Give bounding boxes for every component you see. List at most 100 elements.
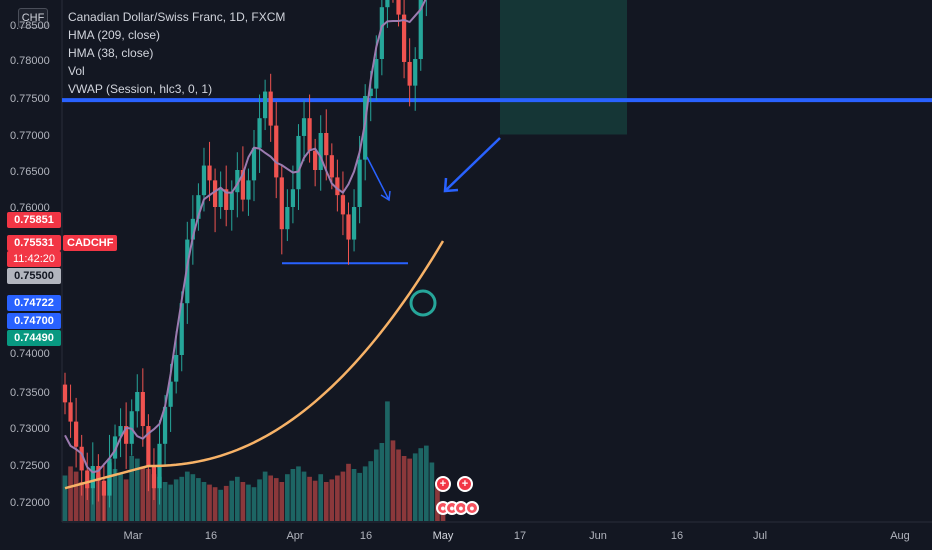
candle-body bbox=[401, 14, 407, 62]
volume-bar bbox=[268, 475, 274, 521]
symbol-price-label[interactable]: CADCHF bbox=[63, 235, 118, 251]
volume-bar bbox=[196, 478, 201, 521]
volume-bar bbox=[184, 471, 190, 521]
candle-body bbox=[146, 426, 151, 466]
take-profit-zone bbox=[500, 0, 627, 135]
annotation-arrowhead-thick bbox=[443, 177, 459, 193]
candle-body bbox=[307, 118, 312, 151]
candle-body bbox=[385, 0, 390, 8]
candle-body bbox=[135, 392, 140, 412]
volume-bar bbox=[357, 472, 362, 521]
volume-bar bbox=[412, 453, 418, 521]
volume-bar bbox=[246, 484, 251, 521]
indicator-volume[interactable]: Vol bbox=[68, 64, 85, 78]
candle-body bbox=[379, 7, 384, 59]
candle-body bbox=[68, 402, 73, 422]
candle-body bbox=[235, 170, 240, 193]
volume-bar bbox=[251, 487, 257, 521]
economic-event-icon[interactable]: ● bbox=[465, 501, 479, 515]
candle-body bbox=[357, 159, 362, 207]
bar-countdown: 11:42:20 bbox=[7, 251, 61, 267]
y-tick: 0.74000 bbox=[10, 348, 50, 360]
stop-price-tag[interactable]: 0.75851 bbox=[7, 212, 61, 228]
symbol-title[interactable]: Canadian Dollar/Swiss Franc, 1D, FXCM bbox=[68, 10, 286, 24]
support-price-tag[interactable]: 0.74722 bbox=[7, 295, 61, 311]
volume-bar bbox=[240, 482, 246, 521]
indicator-hma-38[interactable]: HMA (38, close) bbox=[68, 46, 154, 60]
volume-bar bbox=[112, 469, 118, 521]
candle-body bbox=[207, 165, 212, 181]
volume-bar bbox=[234, 476, 240, 521]
candle-body bbox=[79, 446, 84, 471]
x-tick: Mar bbox=[123, 530, 143, 542]
volume-bar bbox=[351, 469, 357, 521]
volume-bar bbox=[323, 482, 329, 521]
candle-body bbox=[174, 355, 179, 382]
line-price-tag[interactable]: 0.74700 bbox=[7, 313, 61, 329]
candle-body bbox=[335, 177, 340, 196]
candle-body bbox=[279, 177, 284, 230]
x-tick: Jul bbox=[752, 530, 768, 542]
candle-body bbox=[290, 189, 296, 207]
y-tick: 0.78500 bbox=[10, 20, 50, 32]
candle-body bbox=[229, 192, 234, 210]
volume-bar bbox=[418, 448, 424, 521]
annotation-arrow-thick bbox=[444, 137, 501, 192]
volume-bar bbox=[318, 474, 324, 521]
candle-body bbox=[240, 170, 245, 200]
volume-bar bbox=[218, 489, 223, 521]
volume-bar bbox=[407, 458, 412, 521]
candle-body bbox=[351, 207, 357, 240]
volume-bar bbox=[423, 445, 429, 521]
candle-body bbox=[318, 133, 323, 170]
volume-bar bbox=[346, 463, 351, 521]
volume-bar bbox=[373, 449, 379, 521]
candle-body bbox=[201, 165, 207, 196]
level-price-tag[interactable]: 0.75500 bbox=[7, 268, 61, 284]
x-tick: May bbox=[432, 530, 454, 542]
x-tick: 17 bbox=[513, 530, 527, 542]
volume-bar bbox=[168, 484, 173, 521]
economic-event-icon[interactable]: + bbox=[435, 476, 451, 492]
candle-body bbox=[168, 381, 173, 407]
candle-body bbox=[162, 406, 168, 444]
indicator-vwap[interactable]: VWAP (Session, hlc3, 0, 1) bbox=[68, 82, 213, 96]
candle-body bbox=[274, 125, 279, 178]
y-tick: 0.77500 bbox=[10, 93, 50, 105]
volume-bar bbox=[123, 479, 129, 521]
volume-bar bbox=[134, 458, 140, 521]
y-tick: 0.78000 bbox=[10, 55, 50, 67]
candle-body bbox=[179, 303, 184, 355]
volume-bar bbox=[335, 475, 340, 521]
volume-bar bbox=[435, 482, 440, 521]
x-tick: 16 bbox=[359, 530, 373, 542]
candle-body bbox=[346, 214, 351, 240]
volume-bar bbox=[285, 474, 290, 521]
volume-bar bbox=[207, 484, 212, 521]
last-price-tag[interactable]: 0.75531 bbox=[7, 235, 61, 251]
economic-event-icon[interactable]: + bbox=[457, 476, 473, 492]
candle-body bbox=[190, 218, 195, 240]
volume-bar bbox=[173, 479, 179, 521]
candle-body bbox=[296, 135, 301, 190]
candle-body bbox=[285, 207, 290, 230]
candle-body bbox=[129, 411, 134, 444]
candle-body bbox=[96, 466, 101, 481]
candle-body bbox=[218, 189, 223, 207]
volume-bar bbox=[262, 471, 268, 521]
volume-bar bbox=[401, 456, 407, 521]
currency-scale-badge[interactable]: CHF bbox=[18, 8, 48, 28]
x-tick: 16 bbox=[204, 530, 218, 542]
volume-bar bbox=[429, 462, 435, 521]
chart-legend: Canadian Dollar/Swiss Franc, 1D, FXCM HM… bbox=[68, 8, 285, 98]
candle-body bbox=[196, 195, 201, 219]
candle-body bbox=[374, 59, 379, 89]
candle-body bbox=[340, 195, 346, 215]
candle-body bbox=[101, 480, 107, 496]
candle-body bbox=[257, 118, 262, 148]
indicator-hma-209[interactable]: HMA (209, close) bbox=[68, 28, 161, 42]
candle-body bbox=[224, 189, 229, 210]
target-price-tag[interactable]: 0.74490 bbox=[7, 330, 61, 346]
volume-bar bbox=[307, 476, 312, 521]
